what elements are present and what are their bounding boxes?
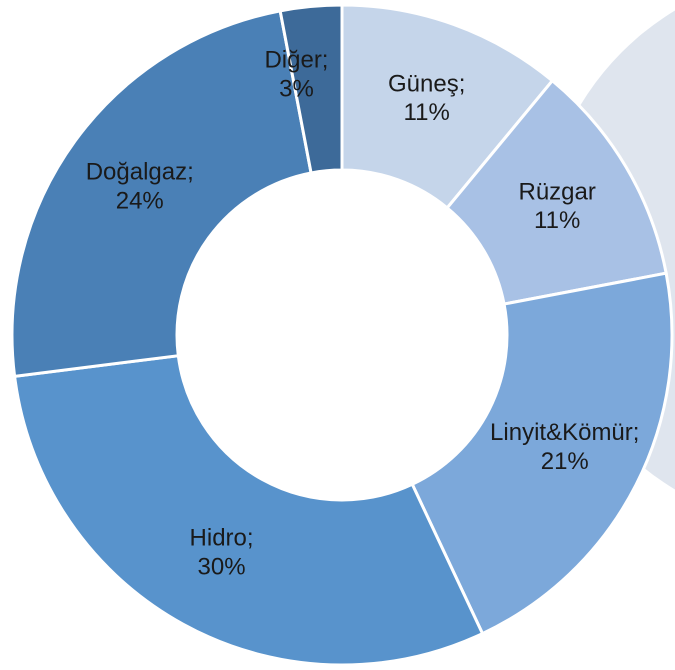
data-label: Güneş; 11% [388,71,465,127]
data-label: Doğalgaz; 24% [86,159,194,215]
value-label: 3% [279,76,314,103]
value-label: 11% [404,100,450,127]
category-label: Linyit&Kömür; [490,419,639,446]
category-label: Rüzgar [518,179,595,206]
donut-slice [340,3,555,210]
donut-slice [10,9,313,379]
data-label: Linyit&Kömür; 21% [490,419,639,475]
labels: Güneş; 11%Rüzgar 11%Linyit&Kömür; 21%Hidro;… [86,47,640,581]
donut [10,3,674,667]
category-label: Güneş; [388,71,465,98]
donut-slice [410,271,674,636]
donut-slice [12,354,485,667]
data-label: Rüzgar 11% [518,179,595,235]
donut-slice [278,3,344,175]
category-label: Doğalgaz; [86,159,194,186]
value-label: 21% [541,448,589,475]
value-label: 30% [198,554,246,581]
data-label: Hidro; 30% [190,525,254,581]
donut-slice [445,78,668,306]
data-label: Diğer; 3% [264,47,328,103]
category-label: Diğer; [264,47,328,74]
category-label: Hidro; [190,525,254,552]
value-label: 11% [534,207,580,234]
value-label: 24% [116,188,164,215]
